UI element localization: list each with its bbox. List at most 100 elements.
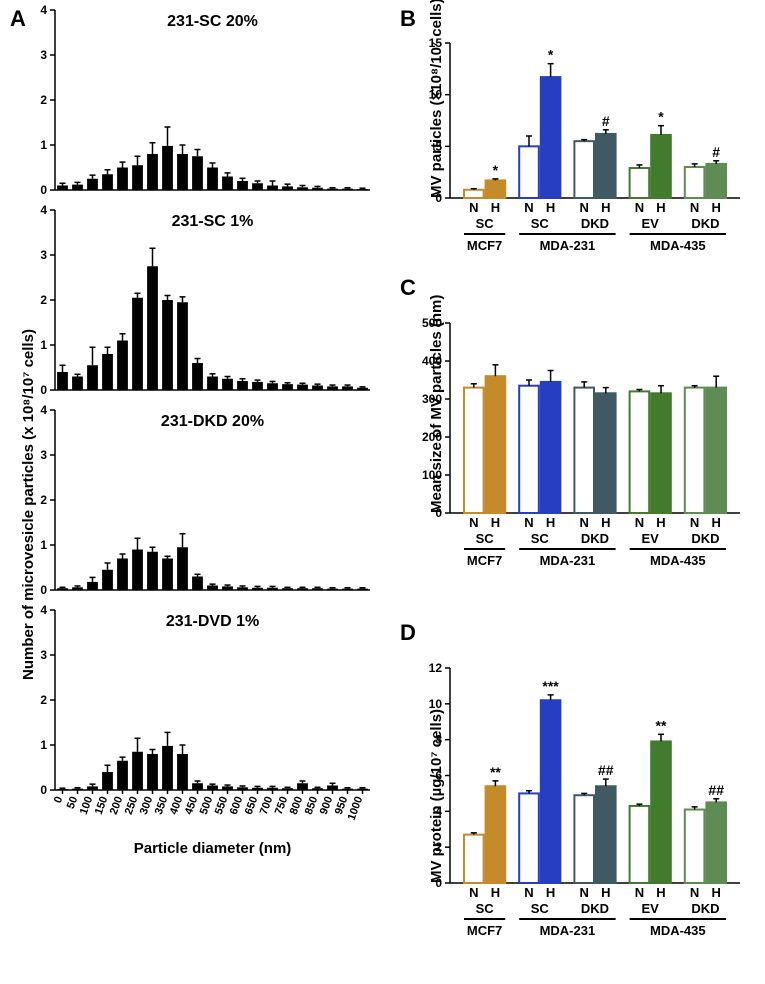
svg-text:SC: SC bbox=[531, 216, 550, 231]
svg-text:2: 2 bbox=[40, 493, 47, 507]
svg-text:MDA-231: MDA-231 bbox=[540, 923, 596, 938]
svg-text:*: * bbox=[548, 47, 554, 63]
svg-text:3: 3 bbox=[40, 248, 47, 262]
svg-text:50: 50 bbox=[65, 795, 80, 811]
svg-text:SC: SC bbox=[476, 531, 495, 546]
svg-text:EV: EV bbox=[642, 216, 660, 231]
svg-text:231-SC 1%: 231-SC 1% bbox=[172, 213, 254, 230]
svg-text:H: H bbox=[712, 515, 721, 530]
svg-text:231-SC 20%: 231-SC 20% bbox=[167, 13, 258, 30]
svg-text:SC: SC bbox=[531, 901, 550, 916]
panel-b-chart: 051015N*HN*HN#HN*HN#HSCSCDKDEVDKDMCF7MDA… bbox=[450, 25, 765, 290]
svg-text:H: H bbox=[656, 515, 665, 530]
svg-text:**: ** bbox=[656, 717, 667, 733]
svg-text:DKD: DKD bbox=[581, 531, 609, 546]
svg-text:2: 2 bbox=[40, 693, 47, 707]
svg-text:8: 8 bbox=[435, 733, 442, 747]
svg-text:2: 2 bbox=[435, 840, 442, 854]
svg-text:2: 2 bbox=[40, 293, 47, 307]
svg-text:1: 1 bbox=[40, 138, 47, 152]
svg-text:300: 300 bbox=[422, 392, 442, 406]
svg-text:1: 1 bbox=[40, 538, 47, 552]
svg-text:N: N bbox=[469, 515, 478, 530]
svg-text:**: ** bbox=[490, 764, 501, 780]
svg-text:H: H bbox=[491, 515, 500, 530]
svg-text:DKD: DKD bbox=[691, 531, 719, 546]
svg-text:##: ## bbox=[708, 782, 724, 798]
svg-text:4: 4 bbox=[40, 403, 47, 417]
svg-text:MDA-435: MDA-435 bbox=[650, 553, 706, 568]
svg-text:H: H bbox=[546, 515, 555, 530]
svg-text:H: H bbox=[491, 885, 500, 900]
svg-text:N: N bbox=[580, 515, 589, 530]
svg-text:H: H bbox=[712, 885, 721, 900]
svg-text:SC: SC bbox=[531, 531, 550, 546]
svg-text:N: N bbox=[524, 200, 533, 215]
svg-text:0: 0 bbox=[435, 506, 442, 520]
svg-text:MDA-435: MDA-435 bbox=[650, 923, 706, 938]
svg-text:231-DKD 20%: 231-DKD 20% bbox=[161, 413, 264, 430]
svg-text:3: 3 bbox=[40, 648, 47, 662]
svg-text:200: 200 bbox=[422, 430, 442, 444]
svg-text:100: 100 bbox=[422, 468, 442, 482]
svg-text:N: N bbox=[580, 200, 589, 215]
panel-c-chart: 0100200300400500NHNHNHNHNHSCSCDKDEVDKDMC… bbox=[450, 305, 765, 605]
svg-text:1: 1 bbox=[40, 738, 47, 752]
svg-text:4: 4 bbox=[435, 804, 442, 818]
svg-text:EV: EV bbox=[642, 901, 660, 916]
svg-text:12: 12 bbox=[429, 661, 443, 675]
svg-text:0: 0 bbox=[435, 191, 442, 205]
svg-text:H: H bbox=[656, 200, 665, 215]
panel-d-chart: 024681012N**HN***HN##HN**HN##HSCSCDKDEVD… bbox=[450, 650, 765, 975]
svg-text:0: 0 bbox=[40, 783, 47, 797]
panel-a-label: A bbox=[10, 6, 26, 32]
svg-text:H: H bbox=[546, 885, 555, 900]
svg-text:#: # bbox=[712, 144, 720, 160]
svg-text:MDA-435: MDA-435 bbox=[650, 238, 706, 253]
svg-text:N: N bbox=[469, 200, 478, 215]
svg-text:MDA-231: MDA-231 bbox=[540, 238, 596, 253]
svg-text:0: 0 bbox=[40, 583, 47, 597]
svg-text:3: 3 bbox=[40, 48, 47, 62]
svg-text:N: N bbox=[524, 885, 533, 900]
svg-text:DKD: DKD bbox=[581, 216, 609, 231]
svg-text:N: N bbox=[635, 200, 644, 215]
svg-text:N: N bbox=[690, 200, 699, 215]
svg-text:0: 0 bbox=[52, 795, 65, 805]
svg-text:3: 3 bbox=[40, 448, 47, 462]
svg-text:N: N bbox=[580, 885, 589, 900]
svg-text:4: 4 bbox=[40, 203, 47, 217]
svg-text:DKD: DKD bbox=[691, 216, 719, 231]
svg-text:H: H bbox=[601, 200, 610, 215]
panel-a-ylabel: Number of microvesicle particles (x 10⁸/… bbox=[20, 329, 37, 680]
panel-a-chart: 01234231-SC 20%01234231-SC 1%01234231-DK… bbox=[55, 10, 410, 845]
svg-text:0: 0 bbox=[435, 876, 442, 890]
svg-text:***: *** bbox=[542, 678, 559, 694]
svg-text:N: N bbox=[469, 885, 478, 900]
svg-text:##: ## bbox=[598, 762, 614, 778]
svg-text:10: 10 bbox=[429, 697, 443, 711]
svg-text:DKD: DKD bbox=[581, 901, 609, 916]
svg-text:*: * bbox=[658, 109, 664, 125]
svg-text:15: 15 bbox=[429, 36, 443, 50]
svg-text:H: H bbox=[546, 200, 555, 215]
svg-text:2: 2 bbox=[40, 93, 47, 107]
svg-text:0: 0 bbox=[40, 383, 47, 397]
svg-text:231-DVD 1%: 231-DVD 1% bbox=[166, 613, 259, 630]
svg-text:N: N bbox=[524, 515, 533, 530]
svg-text:SC: SC bbox=[476, 901, 495, 916]
svg-text:H: H bbox=[491, 200, 500, 215]
svg-text:H: H bbox=[601, 885, 610, 900]
svg-text:MCF7: MCF7 bbox=[467, 553, 502, 568]
svg-text:10: 10 bbox=[429, 88, 443, 102]
svg-text:N: N bbox=[635, 515, 644, 530]
svg-text:MDA-231: MDA-231 bbox=[540, 553, 596, 568]
svg-text:MCF7: MCF7 bbox=[467, 238, 502, 253]
svg-text:N: N bbox=[690, 885, 699, 900]
svg-text:1: 1 bbox=[40, 338, 47, 352]
svg-text:H: H bbox=[712, 200, 721, 215]
svg-text:*: * bbox=[493, 162, 499, 178]
svg-text:4: 4 bbox=[40, 603, 47, 617]
svg-text:4: 4 bbox=[40, 3, 47, 17]
panel-a-xlabel: Particle diameter (nm) bbox=[55, 840, 370, 857]
